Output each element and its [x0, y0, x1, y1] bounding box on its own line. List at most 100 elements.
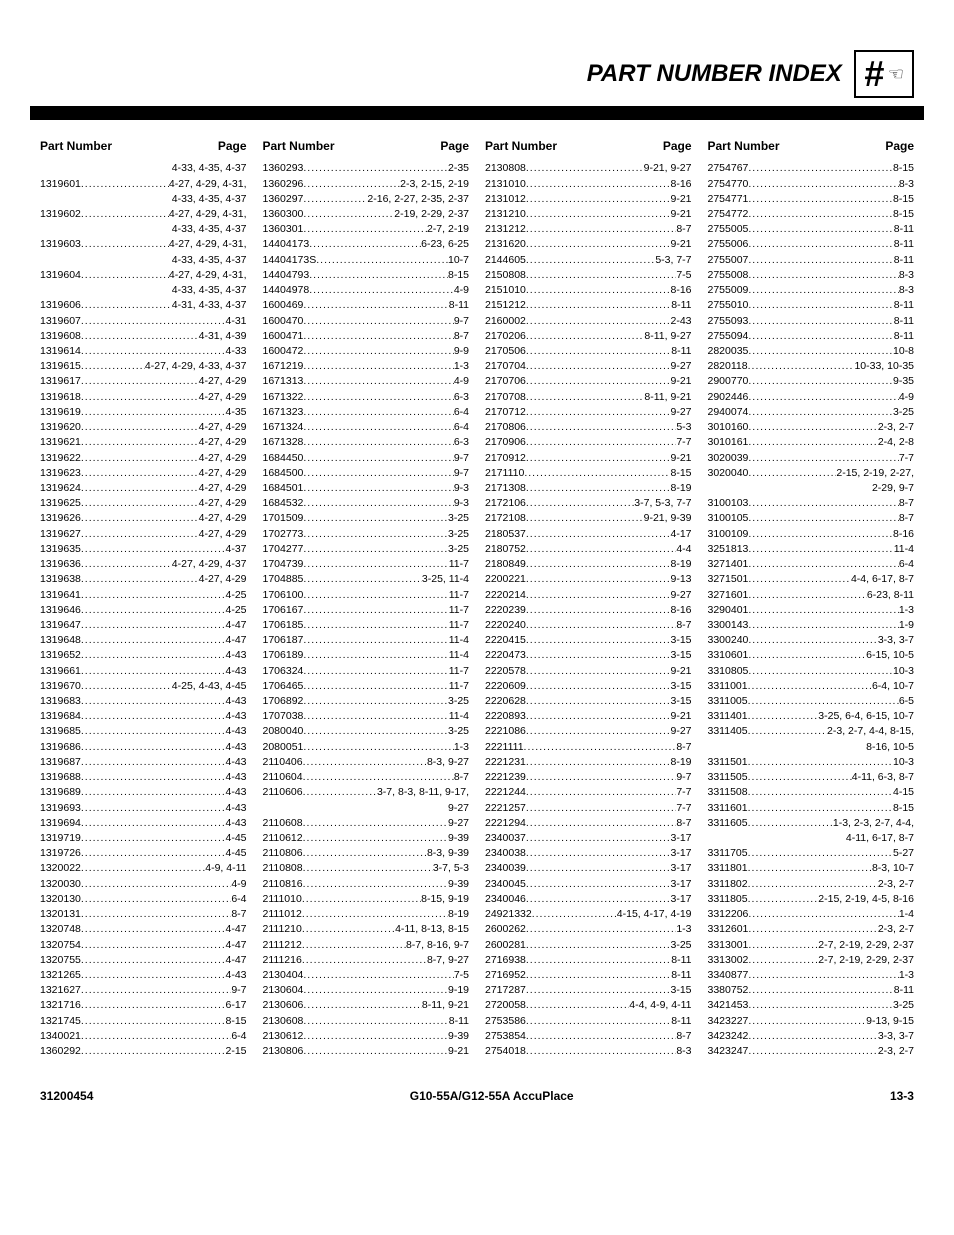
page-ref: 3-17 [670, 846, 691, 861]
leader-dots: ........................................… [526, 314, 671, 329]
index-entry: 2720058 ................................… [485, 998, 692, 1013]
page-ref: 8-11 [671, 1014, 691, 1029]
index-entry: 2753586 ................................… [485, 1014, 692, 1029]
page-ref: 4-27, 4-29, 4-31, [169, 268, 247, 283]
index-entry: 2172106 ................................… [485, 496, 692, 511]
page-ref: 3-15 [670, 633, 691, 648]
page-ref: 4-27, 4-29 [199, 527, 247, 542]
page-ref: 9-27 [670, 588, 691, 603]
index-entry: 2110604 ................................… [263, 770, 470, 785]
part-number: 2111216 [263, 953, 302, 968]
page-ref: 9-27 [448, 816, 469, 831]
leader-dots: ........................................… [748, 1029, 877, 1044]
index-entry: 2220214 ................................… [485, 588, 692, 603]
part-number: 2151010 [485, 283, 526, 298]
part-number: 3311401 [708, 709, 748, 724]
part-number: 2340046 [485, 892, 526, 907]
page-ref: 3-25 [448, 694, 469, 709]
page-ref: 4-43 [225, 740, 246, 755]
leader-dots: ........................................… [81, 496, 199, 511]
part-number: 1671322 [263, 390, 304, 405]
leader-dots: ........................................… [81, 527, 199, 542]
leader-dots: ........................................… [526, 527, 671, 542]
page-ref: 4-9 [231, 877, 246, 892]
part-number: 2820118 [708, 359, 748, 374]
part-number: 2080051 [263, 740, 304, 755]
leader-dots: ........................................… [526, 679, 671, 694]
leader-dots: ........................................… [81, 618, 226, 633]
leader-dots: ........................................… [526, 953, 671, 968]
leader-dots: ........................................… [303, 329, 453, 344]
index-entry: 3311005 ................................… [708, 694, 915, 709]
leader-dots: ........................................… [526, 1029, 676, 1044]
leader-dots: ........................................… [748, 983, 893, 998]
leader-dots: ........................................… [526, 1044, 676, 1059]
part-number: 3020039 [708, 451, 749, 466]
part-number: 2220214 [485, 588, 526, 603]
part-number: 2170704 [485, 359, 526, 374]
column-header: Part NumberPage [263, 138, 470, 155]
leader-dots: ........................................… [526, 648, 671, 663]
part-number: 1671328 [263, 435, 304, 450]
index-entry: 1319646 ................................… [40, 603, 247, 618]
part-number: 2220473 [485, 648, 526, 663]
index-entry: 1319617 ................................… [40, 374, 247, 389]
page-ref: 4-27, 4-29 [199, 572, 247, 587]
col-header-pg: Page [440, 138, 469, 155]
index-entry: 1319694 ................................… [40, 816, 247, 831]
page-ref: 8-3 [899, 283, 914, 298]
part-number: 3311801 [708, 861, 748, 876]
page-ref: 8-15 [893, 207, 914, 222]
index-entry: 1360293 ................................… [263, 161, 470, 176]
index-entry: 2220609 ................................… [485, 679, 692, 694]
part-number: 2110816 [263, 877, 303, 892]
part-number: 2220415 [485, 633, 526, 648]
part-number: 3310601 [708, 648, 749, 663]
part-number: 1321716 [40, 998, 81, 1013]
page-ref: 9-3 [454, 496, 469, 511]
page-ref: 9-21 [670, 374, 691, 389]
index-entry: 1319622 ................................… [40, 451, 247, 466]
leader-dots: ........................................… [303, 740, 453, 755]
leader-dots: ........................................… [303, 572, 422, 587]
page-ref: 3-7, 8-3, 8-11, 9-17, [377, 785, 469, 800]
index-entry: 2600281 ................................… [485, 938, 692, 953]
part-number: 1319621 [40, 435, 81, 450]
index-entry: 1702773 ................................… [263, 527, 470, 542]
index-entry: 2131212 ................................… [485, 222, 692, 237]
index-entry: 3312601 ................................… [708, 922, 915, 937]
index-entry: 1671324 ................................… [263, 420, 470, 435]
page-ref: 8-15 [225, 1014, 246, 1029]
index-entry: 14404173S ..............................… [263, 253, 470, 268]
page-ref: 2-16, 2-27, 2-35, 2-37 [367, 192, 469, 207]
index-entry: 3271401 ................................… [708, 557, 915, 572]
part-number: 2220240 [485, 618, 526, 633]
page-ref: 4-27, 4-29, 4-31, [169, 207, 247, 222]
page-ref: 8-19 [670, 557, 691, 572]
index-entry: 2221244 ................................… [485, 785, 692, 800]
part-number: 14404978 [263, 283, 310, 298]
index-entry: 2130612 ................................… [263, 1029, 470, 1044]
part-number: 2111212 [263, 938, 302, 953]
index-entry: 3311705 ................................… [708, 846, 915, 861]
index-entry: 2340037 ................................… [485, 831, 692, 846]
part-number: 2900770 [708, 374, 749, 389]
index-entry: 1319661 ................................… [40, 664, 247, 679]
part-number: 1702773 [263, 527, 304, 542]
page-ref: 8-7 [899, 511, 914, 526]
leader-dots: ........................................… [303, 481, 453, 496]
index-entry: 1671322 ................................… [263, 390, 470, 405]
leader-dots: ........................................… [748, 907, 898, 922]
index-entry: 2221239 ................................… [485, 770, 692, 785]
leader-dots: ........................................… [81, 892, 231, 907]
index-entry: 1321716 ................................… [40, 998, 247, 1013]
leader-dots: ........................................… [303, 816, 448, 831]
page-ref: 4-31 [225, 314, 246, 329]
index-entry: 2755094 ................................… [708, 329, 915, 344]
page-ref: 10-3 [893, 664, 914, 679]
part-number: 2600281 [485, 938, 526, 953]
continuation-line: 2-29, 9-7 [708, 481, 915, 496]
leader-dots: ........................................… [748, 801, 893, 816]
index-entry: 1707038 ................................… [263, 709, 470, 724]
page-ref: 4-4, 6-17, 8-7 [851, 572, 914, 587]
